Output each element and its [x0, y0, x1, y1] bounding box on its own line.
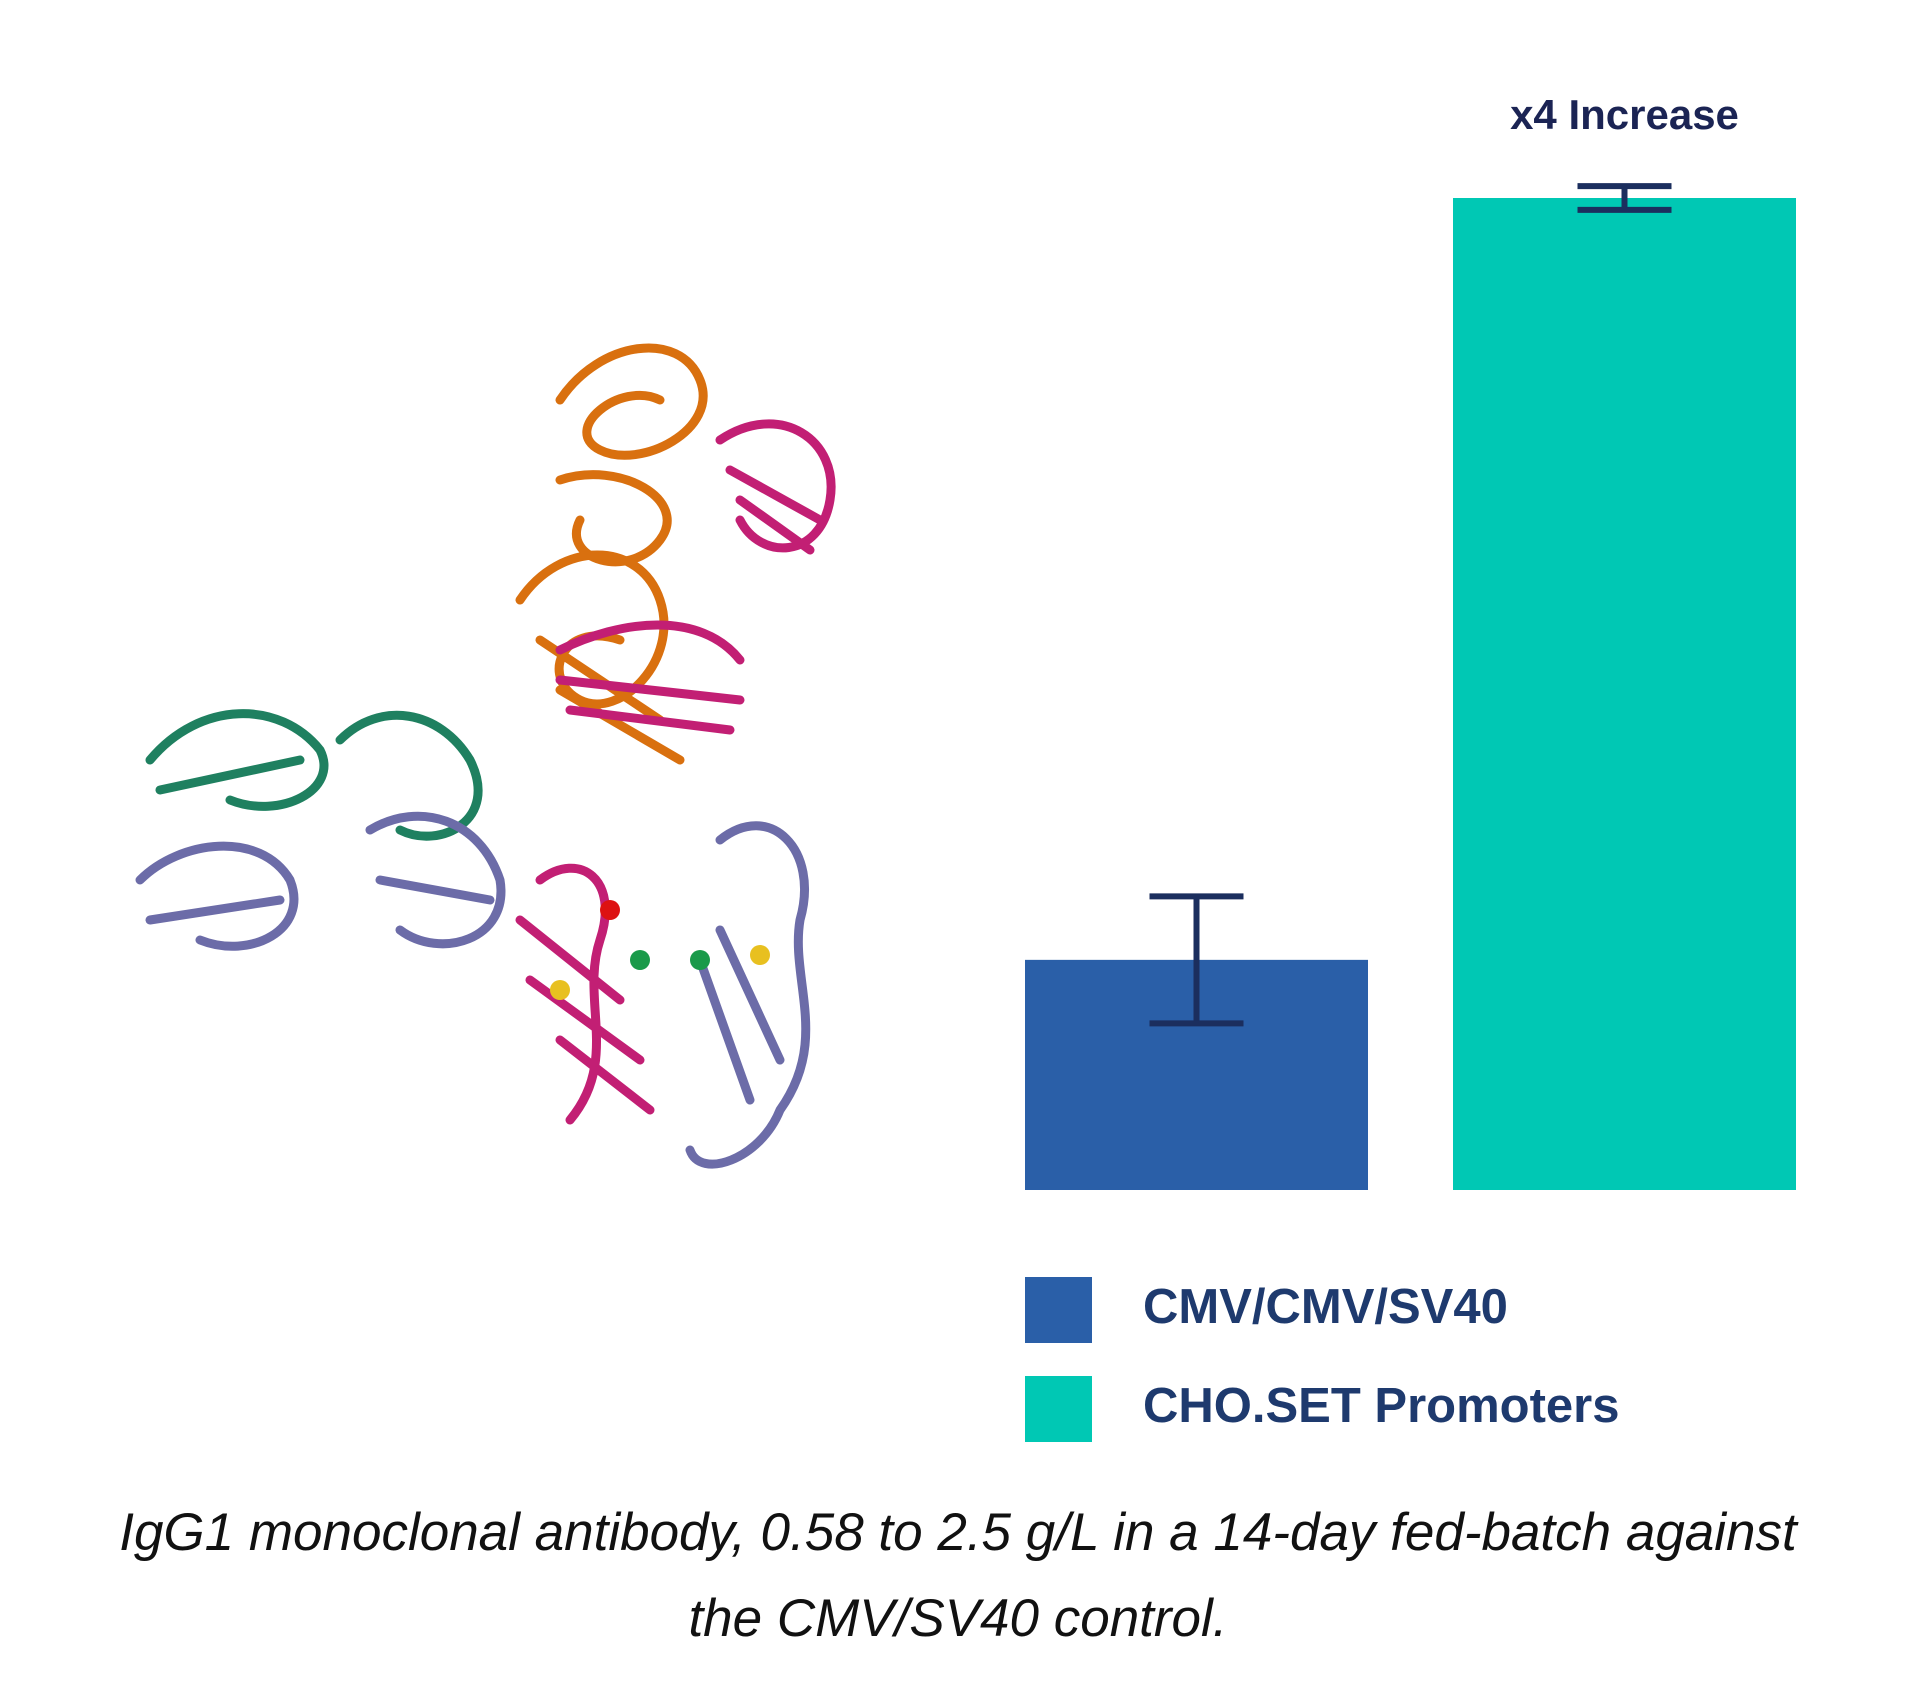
legend-label: CMV/CMV/SV40 — [1143, 1280, 1508, 1334]
legend-label: CHO.SET Promoters — [1143, 1379, 1619, 1433]
antibody-illustration — [135, 343, 836, 1169]
caption: IgG1 monoclonal antibody, 0.58 to 2.5 g/… — [119, 1503, 1797, 1648]
error-bar — [1577, 183, 1672, 213]
legend-swatch — [1025, 1376, 1092, 1442]
bar — [1453, 198, 1796, 1190]
legend-swatch — [1025, 1277, 1092, 1343]
annotation: x4 Increase — [1510, 91, 1739, 138]
error-bar — [1149, 893, 1244, 1027]
